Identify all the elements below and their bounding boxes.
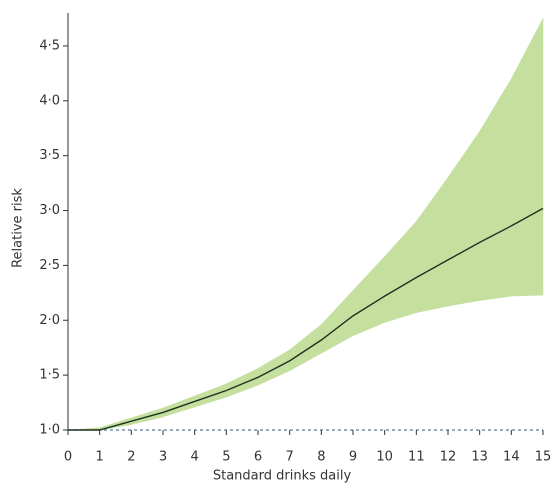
y-tick-label: 2·0 [39, 313, 60, 328]
confidence-band [447, 130, 480, 307]
confidence-band [226, 368, 259, 398]
y-tick-label: 2·5 [39, 258, 60, 273]
x-tick-label: 15 [535, 450, 552, 465]
x-tick-label: 10 [376, 450, 393, 465]
x-tick-label: 5 [222, 450, 230, 465]
y-tick-label: 4·0 [39, 93, 60, 108]
x-tick-label: 2 [127, 450, 135, 465]
y-axis-label: Relative risk [11, 188, 26, 268]
x-tick-label: 6 [254, 450, 262, 465]
confidence-band [257, 349, 290, 386]
x-tick-label: 1 [96, 450, 104, 465]
x-tick-label: 12 [440, 450, 457, 465]
x-tick-label: 9 [349, 450, 357, 465]
x-axis-label: Standard drinks daily [213, 469, 352, 484]
confidence-band [289, 324, 322, 372]
x-tick-label: 13 [471, 450, 488, 465]
x-tick-label: 7 [286, 450, 294, 465]
confidence-band [479, 77, 512, 301]
x-tick-label: 11 [408, 450, 425, 465]
confidence-band [384, 220, 417, 323]
risk-line [68, 207, 544, 431]
y-tick-label: 3·5 [39, 148, 60, 163]
x-tick-label: 0 [64, 450, 72, 465]
x-tick-label: 14 [503, 450, 520, 465]
confidence-band [321, 289, 354, 354]
y-tick-label: 1·0 [39, 423, 60, 438]
confidence-band [416, 176, 449, 313]
y-tick-label: 3·0 [39, 203, 60, 218]
x-tick-label: 8 [317, 450, 325, 465]
y-tick-label: 4·5 [39, 38, 60, 53]
x-tick-label: 4 [191, 450, 199, 465]
y-tick-label: 1·5 [39, 368, 60, 383]
x-tick-label: 3 [159, 450, 167, 465]
confidence-band [511, 18, 544, 297]
confidence-band [352, 255, 385, 337]
